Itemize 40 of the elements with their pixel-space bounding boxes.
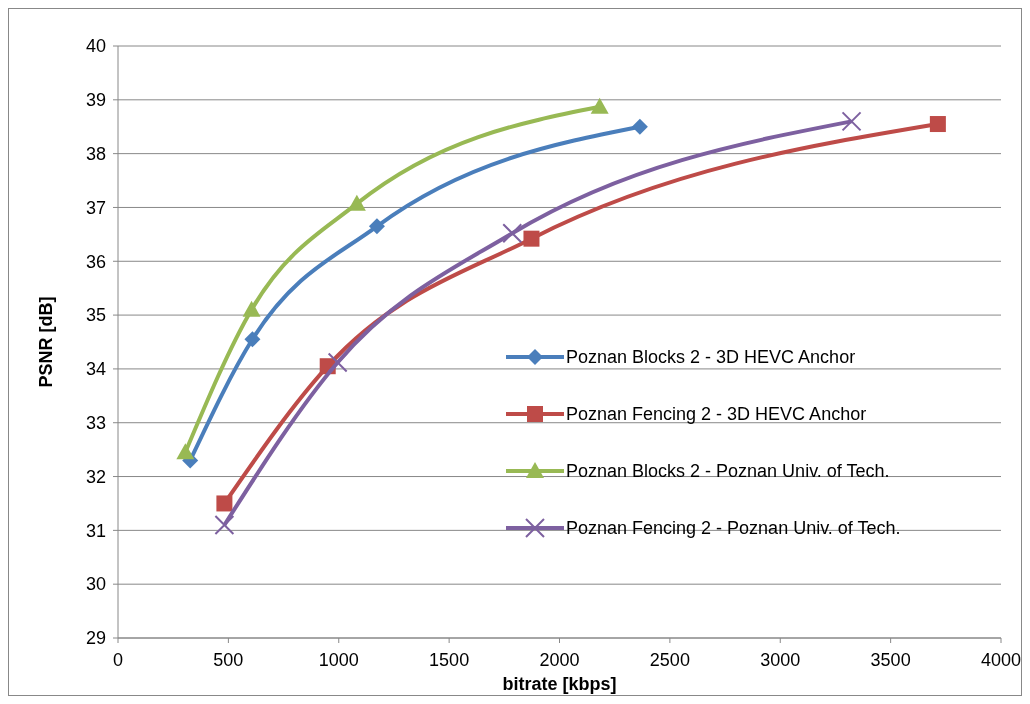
point	[368, 218, 385, 235]
x-tick-label: 500	[213, 650, 244, 670]
y-tick-label: 36	[85, 251, 106, 272]
point	[502, 223, 523, 244]
x-tick-label: 2000	[539, 650, 580, 670]
x-tick-label: 1500	[429, 650, 470, 670]
x-tick-label: 0	[112, 650, 124, 670]
y-tick-label: 33	[85, 413, 106, 434]
legend-label: Poznan Fencing 2 - 3D HEVC Anchor	[566, 404, 867, 425]
point	[523, 230, 540, 247]
point	[631, 118, 648, 135]
y-tick-label: 39	[85, 90, 106, 111]
y-tick-label: 31	[85, 520, 106, 541]
legend-label: Poznan Blocks 2 - Poznan Univ. of Tech.	[566, 461, 890, 482]
x-axis-title: bitrate [kbps]	[502, 674, 617, 694]
y-tick-label: 30	[85, 574, 106, 595]
point	[242, 300, 261, 317]
legend-label: Poznan Fencing 2 - Poznan Univ. of Tech.	[566, 518, 901, 539]
x-tick-label: 1000	[318, 650, 359, 670]
point	[327, 352, 348, 373]
y-tick-label: 29	[85, 628, 106, 649]
y-axis-title: PSNR [dB]	[36, 296, 56, 388]
y-tick-label: 34	[85, 359, 106, 380]
point	[176, 443, 195, 460]
point	[244, 331, 261, 348]
point	[929, 116, 946, 133]
point	[841, 111, 862, 132]
y-tick-label: 32	[85, 466, 106, 487]
y-tick-label: 35	[85, 305, 106, 326]
y-tick-label: 38	[85, 143, 106, 164]
point	[216, 495, 233, 512]
legend-label: Poznan Blocks 2 - 3D HEVC Anchor	[566, 347, 856, 368]
x-tick-label: 3000	[760, 650, 801, 670]
y-tick-label: 37	[85, 197, 106, 218]
y-tick-label: 40	[85, 36, 106, 57]
x-tick-label: 2500	[649, 650, 690, 670]
point	[214, 514, 235, 535]
x-tick-label: 4000	[980, 650, 1022, 670]
x-tick-label: 3500	[870, 650, 911, 670]
point	[590, 97, 609, 114]
